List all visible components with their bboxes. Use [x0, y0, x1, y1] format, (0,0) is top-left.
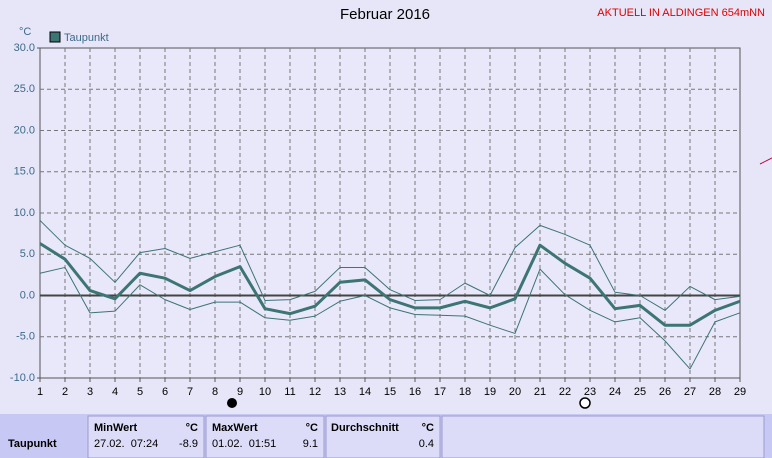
series-line [39, 242, 741, 327]
y-tick-label: -10.0 [10, 372, 35, 384]
x-tick-label: 13 [334, 386, 346, 398]
y-tick-label: 20.0 [14, 124, 35, 136]
x-tick-label: 25 [634, 386, 646, 398]
max-value: 9.1 [303, 438, 318, 450]
subtitle: AKTUELL IN ALDINGEN 654mNN [597, 7, 765, 19]
x-tick-label: 27 [684, 386, 696, 398]
col-unit: °C [186, 422, 198, 434]
x-tick-label: 11 [284, 386, 295, 398]
avg-value: 0.4 [419, 438, 434, 450]
min-value: -8.9 [179, 438, 198, 450]
y-tick-label: 5.0 [20, 248, 35, 260]
col-title: MinWert [94, 422, 138, 434]
decoration [759, 157, 772, 165]
cell [325, 415, 441, 458]
y-tick-label: 30.0 [14, 42, 35, 54]
full-moon-icon [579, 397, 591, 409]
legend-swatch [49, 31, 61, 43]
cell [441, 415, 765, 458]
max-time: 01.02. 01:51 [212, 438, 276, 450]
x-tick-label: 17 [434, 386, 446, 398]
cell [205, 415, 325, 458]
x-tick-label: 7 [187, 386, 193, 398]
x-tick-label: 5 [137, 386, 143, 398]
col-title: Durchschnitt [331, 422, 399, 434]
x-tick-label: 23 [584, 386, 596, 398]
y-tick-label: -5.0 [16, 331, 35, 343]
new-moon-icon [227, 398, 237, 408]
x-tick-label: 6 [162, 386, 168, 398]
y-tick-label: 10.0 [14, 207, 35, 219]
x-tick-label: 2 [62, 386, 68, 398]
x-tick-label: 1 [37, 386, 43, 398]
x-tick-label: 12 [309, 386, 321, 398]
legend-label: Taupunkt [64, 32, 109, 44]
y-unit: °C [19, 26, 31, 38]
stats-table: MinWert °C MaxWert °C Durchschnitt °C Ta… [0, 414, 772, 458]
x-tick-label: 18 [459, 386, 471, 398]
x-tick-label: 22 [559, 386, 571, 398]
x-tick-label: 24 [609, 386, 621, 398]
series-line [39, 266, 741, 370]
x-tick-label: 26 [659, 386, 671, 398]
col-title: MaxWert [212, 422, 258, 434]
y-tick-label: 15.0 [14, 166, 35, 178]
y-tick-label: 0.0 [20, 289, 35, 301]
y-tick-label: 25.0 [14, 83, 35, 95]
x-tick-label: 29 [734, 386, 746, 398]
x-tick-label: 28 [709, 386, 721, 398]
x-tick-label: 15 [384, 386, 396, 398]
x-tick-label: 10 [259, 386, 271, 398]
row-label: Taupunkt [8, 438, 57, 450]
chart-title: Februar 2016 [340, 6, 430, 23]
x-tick-label: 3 [87, 386, 93, 398]
x-tick-label: 8 [212, 386, 218, 398]
x-tick-label: 20 [509, 386, 521, 398]
x-tick-label: 16 [409, 386, 421, 398]
min-time: 27.02. 07:24 [94, 438, 158, 450]
x-tick-label: 4 [112, 386, 118, 398]
x-tick-label: 14 [359, 386, 371, 398]
col-unit: °C [306, 422, 318, 434]
series-line [39, 220, 741, 311]
col-unit: °C [422, 422, 434, 434]
x-tick-label: 21 [534, 386, 546, 398]
cell [87, 415, 205, 458]
x-tick-label: 9 [237, 386, 243, 398]
x-tick-label: 19 [484, 386, 496, 398]
